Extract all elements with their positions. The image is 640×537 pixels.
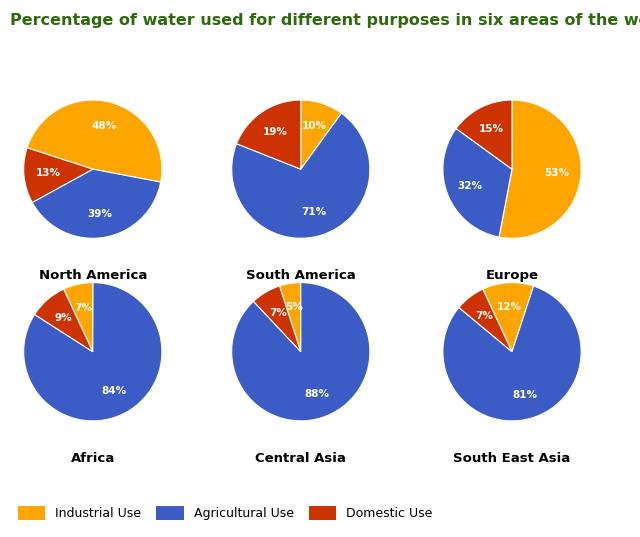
Text: 53%: 53% (544, 169, 569, 178)
Text: 10%: 10% (302, 121, 327, 132)
Wedge shape (280, 282, 301, 352)
Wedge shape (456, 100, 512, 169)
Text: 13%: 13% (36, 169, 61, 178)
Wedge shape (237, 100, 301, 169)
Wedge shape (24, 148, 93, 202)
Wedge shape (483, 282, 534, 352)
Text: 84%: 84% (102, 386, 127, 396)
Text: 15%: 15% (479, 124, 504, 134)
Wedge shape (32, 169, 161, 238)
Text: North America: North America (38, 270, 147, 282)
Text: 12%: 12% (497, 302, 522, 312)
Text: 81%: 81% (512, 390, 537, 400)
Wedge shape (232, 113, 370, 238)
Text: 39%: 39% (88, 208, 112, 219)
Wedge shape (35, 289, 93, 352)
Text: Europe: Europe (486, 270, 538, 282)
Text: 71%: 71% (301, 207, 326, 217)
Text: 7%: 7% (74, 303, 92, 313)
Wedge shape (232, 282, 370, 421)
Text: 9%: 9% (54, 313, 72, 323)
Legend: Industrial Use, Agricultural Use, Domestic Use: Industrial Use, Agricultural Use, Domest… (13, 501, 438, 525)
Wedge shape (499, 100, 581, 238)
Wedge shape (301, 100, 341, 169)
Text: 32%: 32% (458, 180, 483, 191)
Text: South East Asia: South East Asia (453, 452, 571, 465)
Wedge shape (253, 286, 301, 352)
Wedge shape (24, 282, 162, 421)
Text: 88%: 88% (305, 388, 330, 398)
Text: Central Asia: Central Asia (255, 452, 346, 465)
Text: Percentage of water used for different purposes in six areas of the world.: Percentage of water used for different p… (10, 13, 640, 28)
Wedge shape (63, 282, 93, 352)
Wedge shape (443, 128, 512, 237)
Text: South America: South America (246, 270, 356, 282)
Text: 48%: 48% (92, 121, 116, 130)
Wedge shape (459, 289, 512, 352)
Text: 19%: 19% (263, 127, 288, 137)
Text: 7%: 7% (269, 308, 287, 318)
Wedge shape (443, 286, 581, 421)
Text: 5%: 5% (285, 302, 303, 313)
Text: 7%: 7% (476, 311, 493, 321)
Wedge shape (27, 100, 162, 182)
Text: Africa: Africa (70, 452, 115, 465)
